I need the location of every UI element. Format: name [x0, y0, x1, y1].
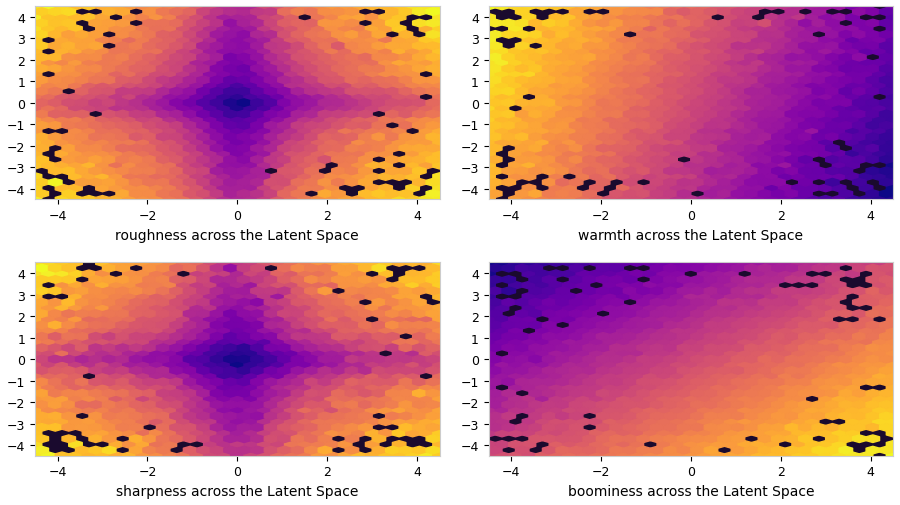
X-axis label: sharpness across the Latent Space: sharpness across the Latent Space: [116, 484, 358, 498]
X-axis label: warmth across the Latent Space: warmth across the Latent Space: [579, 228, 804, 242]
X-axis label: roughness across the Latent Space: roughness across the Latent Space: [115, 228, 359, 242]
X-axis label: boominess across the Latent Space: boominess across the Latent Space: [568, 484, 814, 498]
